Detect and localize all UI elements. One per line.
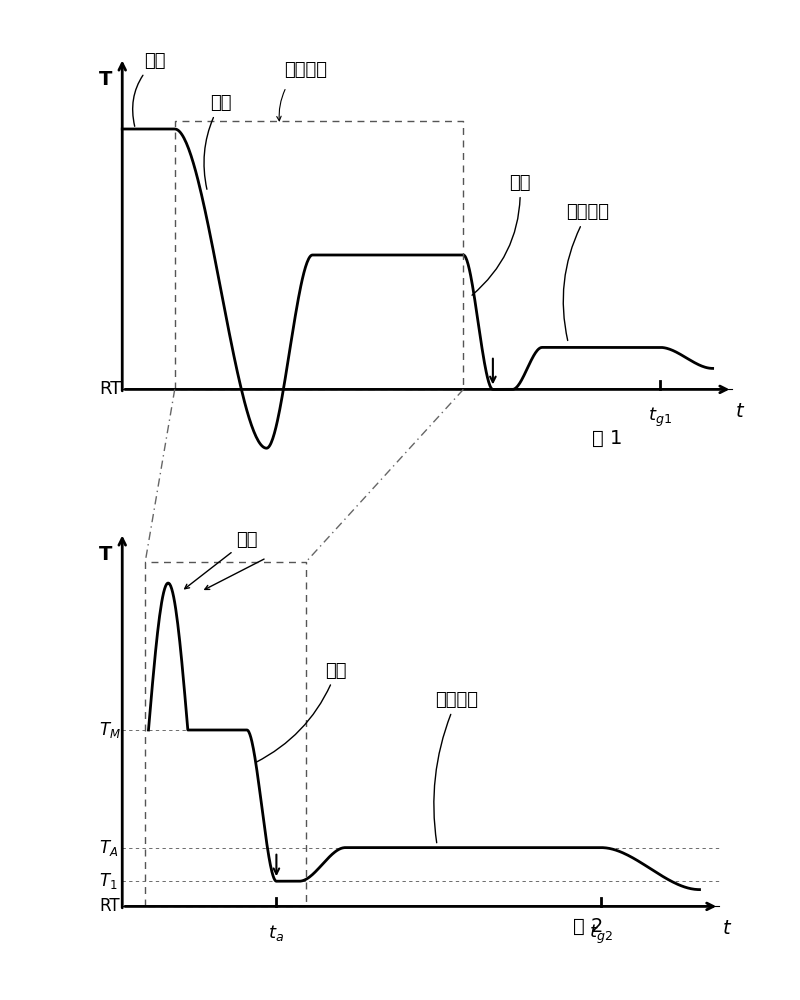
Text: T: T	[99, 70, 113, 89]
Text: $T_M$: $T_M$	[99, 720, 121, 740]
Text: 熔体: 熔体	[133, 52, 166, 126]
Text: 淬火: 淬火	[472, 174, 530, 295]
Text: t: t	[722, 919, 730, 938]
Text: 固溶退火: 固溶退火	[285, 61, 327, 79]
Text: T: T	[99, 545, 113, 564]
Text: 时效处理: 时效处理	[434, 691, 478, 843]
Text: RT: RT	[99, 897, 120, 915]
Text: $t_{g1}$: $t_{g1}$	[648, 406, 672, 429]
Text: 冷却: 冷却	[204, 94, 231, 189]
Text: 熔体: 熔体	[185, 531, 258, 589]
Text: $T_A$: $T_A$	[99, 838, 118, 858]
Text: 图 2: 图 2	[573, 917, 603, 936]
Text: 时效处理: 时效处理	[563, 203, 610, 340]
Text: $T_1$: $T_1$	[99, 871, 118, 891]
Text: 淬火: 淬火	[256, 662, 347, 762]
Text: $t_a$: $t_a$	[269, 923, 284, 943]
Text: 图 1: 图 1	[593, 429, 623, 448]
Text: t: t	[736, 402, 743, 421]
Text: $t_{g2}$: $t_{g2}$	[590, 923, 613, 946]
Text: RT: RT	[99, 380, 122, 398]
